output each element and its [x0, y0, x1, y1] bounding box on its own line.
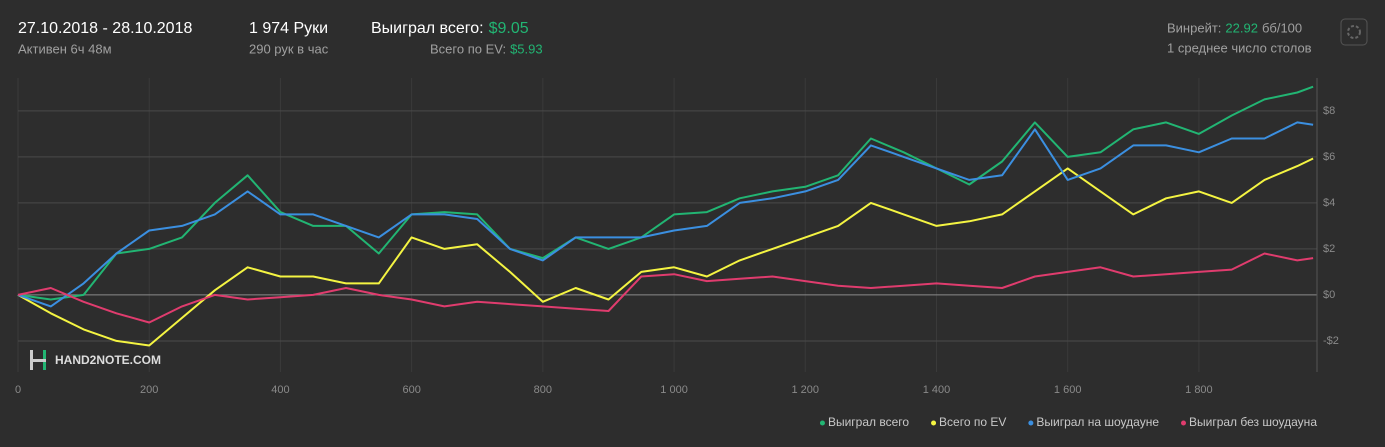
- legend-label: Выиграл на шоудауне: [1036, 415, 1159, 429]
- active-time: Активен 6ч 48м: [18, 41, 112, 56]
- hands: 1 974 Руки: [249, 20, 328, 37]
- y-tick-label: $4: [1323, 197, 1335, 209]
- legend-dot: [1181, 420, 1186, 426]
- won-value: $9.05: [489, 20, 529, 37]
- tables: 1 среднее число столов: [1167, 40, 1312, 55]
- legend-dot: [819, 420, 825, 426]
- winrate-unit: бб/100: [1262, 20, 1302, 35]
- legend-dot: [1028, 420, 1034, 426]
- date-range: 27.10.2018 - 28.10.2018: [18, 20, 192, 37]
- watermark: HAND2NOTE.COM: [55, 353, 161, 367]
- x-tick-label: 1 800: [1185, 384, 1213, 396]
- x-tick-label: 600: [402, 384, 420, 396]
- winrate-value: 22.92: [1225, 20, 1258, 35]
- y-tick-label: $0: [1323, 289, 1335, 301]
- x-tick-label: 1 000: [660, 384, 688, 396]
- series-line: [17, 121, 1314, 308]
- x-tick-label: 1 400: [923, 384, 951, 396]
- settings-button[interactable]: [1340, 18, 1368, 46]
- won-label: Выиграл всего:: [371, 20, 484, 37]
- x-tick-label: 1 600: [1054, 384, 1082, 396]
- y-tick-label: $2: [1323, 243, 1335, 255]
- settings-icon[interactable]: [1347, 25, 1361, 39]
- ev-label: Всего по EV:: [430, 41, 506, 56]
- x-tick-label: 200: [140, 384, 158, 396]
- y-tick-label: $8: [1323, 105, 1335, 117]
- series-line: [17, 157, 1314, 347]
- x-tick-label: 800: [534, 384, 552, 396]
- series-line: [17, 85, 1314, 301]
- legend-dot: [931, 420, 937, 426]
- plot: [17, 78, 1317, 372]
- x-tick-label: 1 200: [792, 384, 820, 396]
- legend-label: Выиграл всего: [828, 415, 909, 429]
- series-line: [17, 252, 1314, 324]
- logo-mark: [30, 359, 46, 362]
- x-tick-label: 400: [271, 384, 289, 396]
- ev-value: $5.93: [510, 41, 543, 56]
- winrate-label: Винрейт:: [1167, 20, 1221, 35]
- y-tick-label: $6: [1323, 151, 1335, 163]
- y-tick-label: -$2: [1323, 335, 1339, 347]
- hands-per-hour: 290 рук в час: [249, 41, 329, 56]
- x-tick-label: 0: [15, 384, 21, 396]
- legend-label: Всего по EV: [939, 415, 1006, 429]
- legend-label: Выиграл без шоудауна: [1189, 415, 1317, 429]
